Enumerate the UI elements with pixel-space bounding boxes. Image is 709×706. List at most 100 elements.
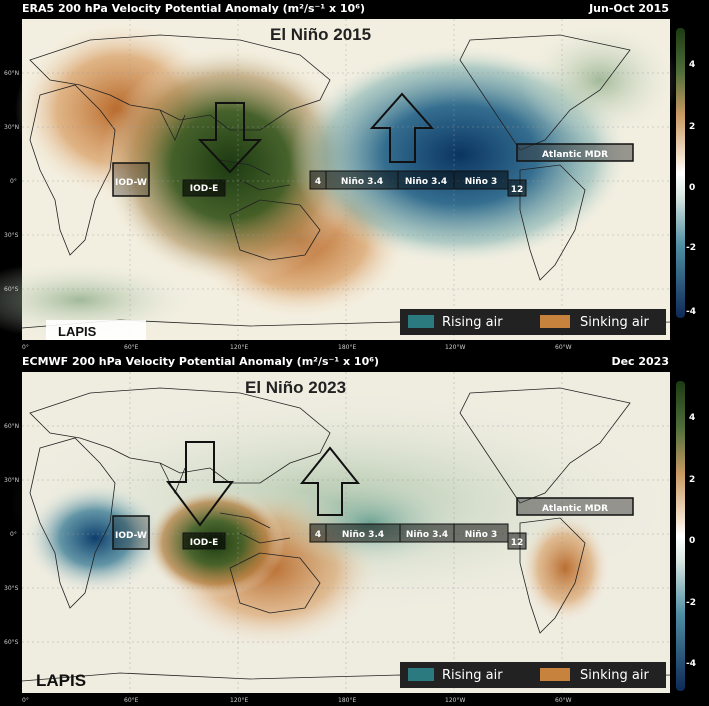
lon-axis: 0° 60°E 120°E 180°E 120°W 60°W <box>22 697 572 704</box>
panel-2015: ERA5 200 hPa Velocity Potential Anomaly … <box>0 2 696 351</box>
svg-text:-2: -2 <box>686 598 696 608</box>
svg-text:0: 0 <box>689 183 695 193</box>
weak-rising-north-america <box>520 20 680 140</box>
svg-text:4: 4 <box>689 413 695 423</box>
lat-axis: 60°N 30°N 0° 30°S 60°S <box>4 423 19 646</box>
event-title: El Niño 2015 <box>270 25 371 44</box>
svg-text:Atlantic MDR: Atlantic MDR <box>542 150 608 160</box>
region-iod-w: IOD-W <box>112 162 150 197</box>
rising-anomaly-africa <box>25 483 165 593</box>
svg-text:60°W: 60°W <box>555 344 572 351</box>
region-nino34-east: Niño 3.4 <box>397 170 455 190</box>
svg-text:12: 12 <box>511 185 524 195</box>
svg-text:-4: -4 <box>686 307 696 317</box>
weak-rising-south <box>0 260 200 340</box>
region-iod-e: IOD-E <box>182 179 226 197</box>
svg-text:Niño 3.4: Niño 3.4 <box>341 177 383 187</box>
colorbar: 4 2 0 -2 -4 <box>676 381 696 691</box>
svg-text:Niño 3: Niño 3 <box>465 530 498 540</box>
rising-label: Rising air <box>442 315 503 330</box>
event-title: El Niño 2023 <box>245 378 346 397</box>
region-nino34-west: Niño 3.4 <box>325 170 399 190</box>
rising-anomaly-pacific <box>280 478 460 568</box>
sinking-swatch <box>540 668 570 681</box>
svg-text:Niño 3: Niño 3 <box>465 177 498 187</box>
region-atlantic-mdr: Atlantic MDR <box>516 143 634 162</box>
svg-text:Niño 3.4: Niño 3.4 <box>342 530 384 540</box>
region-atlantic-mdr: Atlantic MDR <box>516 497 634 516</box>
svg-text:60°E: 60°E <box>124 344 139 351</box>
rising-arrow <box>299 446 361 516</box>
credit-label: LAPIS <box>58 324 97 339</box>
region-nino34-west: Niño 3.4 <box>325 523 401 543</box>
rising-label: Rising air <box>442 668 503 683</box>
legend: Rising air Sinking air <box>400 309 666 335</box>
svg-text:0: 0 <box>689 536 695 546</box>
sinking-anomaly-south-america <box>520 513 610 623</box>
panel-period: Jun-Oct 2015 <box>589 2 669 15</box>
svg-text:120°E: 120°E <box>230 344 248 351</box>
svg-text:0°: 0° <box>22 344 29 351</box>
svg-text:IOD-E: IOD-E <box>190 184 219 194</box>
svg-text:180°E: 180°E <box>338 697 356 704</box>
svg-text:-4: -4 <box>686 659 696 669</box>
svg-text:180°E: 180°E <box>338 344 356 351</box>
svg-text:30°S: 30°S <box>4 585 19 592</box>
svg-text:60°W: 60°W <box>555 697 572 704</box>
svg-text:120°W: 120°W <box>445 344 465 351</box>
svg-text:60°N: 60°N <box>4 423 19 430</box>
region-nino3: Niño 3 <box>453 170 509 190</box>
colorbar: 4 2 0 -2 -4 <box>676 28 696 318</box>
svg-text:60°N: 60°N <box>4 70 19 77</box>
rising-swatch <box>408 315 434 328</box>
sinking-swatch <box>540 315 570 328</box>
svg-text:IOD-E: IOD-E <box>190 538 219 548</box>
lon-axis: 0° 60°E 120°E 180°E 120°W 60°W <box>22 344 572 351</box>
svg-text:12: 12 <box>511 538 524 548</box>
rising-swatch <box>408 668 434 681</box>
region-nino12: 12 <box>507 179 527 197</box>
region-iod-w: IOD-W <box>112 515 150 550</box>
svg-text:30°N: 30°N <box>4 477 19 484</box>
svg-text:Atlantic MDR: Atlantic MDR <box>542 504 608 514</box>
lat-axis: 60°N 30°N 0° 30°S 60°S <box>4 70 19 293</box>
svg-text:60°S: 60°S <box>4 286 19 293</box>
svg-text:Niño 3.4: Niño 3.4 <box>405 177 447 187</box>
svg-text:120°W: 120°W <box>445 697 465 704</box>
panel-period: Dec 2023 <box>611 355 669 368</box>
panel-title: ECMWF 200 hPa Velocity Potential Anomaly… <box>22 355 380 368</box>
region-nino12: 12 <box>507 532 527 550</box>
svg-text:IOD-W: IOD-W <box>115 178 147 188</box>
strong-sinking-core <box>100 45 360 285</box>
sinking-label: Sinking air <box>580 315 649 330</box>
svg-text:0°: 0° <box>22 697 29 704</box>
svg-text:30°N: 30°N <box>4 124 19 131</box>
svg-text:4: 4 <box>689 60 695 70</box>
svg-text:60°E: 60°E <box>124 697 139 704</box>
region-iod-e: IOD-E <box>182 532 226 550</box>
svg-text:0°: 0° <box>10 531 17 538</box>
sinking-arrow <box>197 102 263 174</box>
region-nino4: 4 <box>309 523 327 543</box>
svg-text:4: 4 <box>315 530 321 540</box>
svg-text:0°: 0° <box>10 178 17 185</box>
svg-text:2: 2 <box>689 122 695 132</box>
region-nino3: Niño 3 <box>453 523 509 543</box>
map-2015: El Niño 2015 IOD-W IOD-E 4 Niño 3.4 Niño… <box>0 19 696 351</box>
rising-arrow <box>369 92 435 163</box>
svg-text:4: 4 <box>315 177 321 187</box>
legend: Rising air Sinking air <box>400 662 666 688</box>
svg-text:2: 2 <box>689 475 695 485</box>
svg-text:-2: -2 <box>686 243 696 253</box>
panel-2023: ECMWF 200 hPa Velocity Potential Anomaly… <box>0 353 709 706</box>
panel-title: ERA5 200 hPa Velocity Potential Anomaly … <box>22 2 366 15</box>
sinking-arrow <box>166 441 234 527</box>
region-nino4: 4 <box>309 170 327 190</box>
svg-text:IOD-W: IOD-W <box>115 531 147 541</box>
credit-label: LAPIS <box>36 671 86 690</box>
sinking-label: Sinking air <box>580 668 649 683</box>
svg-text:120°E: 120°E <box>230 697 248 704</box>
svg-text:60°S: 60°S <box>4 639 19 646</box>
map-2023: El Niño 2023 IOD-W IOD-E 4 Niño 3.4 Niño… <box>4 372 696 704</box>
region-nino34-east: Niño 3.4 <box>399 523 455 543</box>
